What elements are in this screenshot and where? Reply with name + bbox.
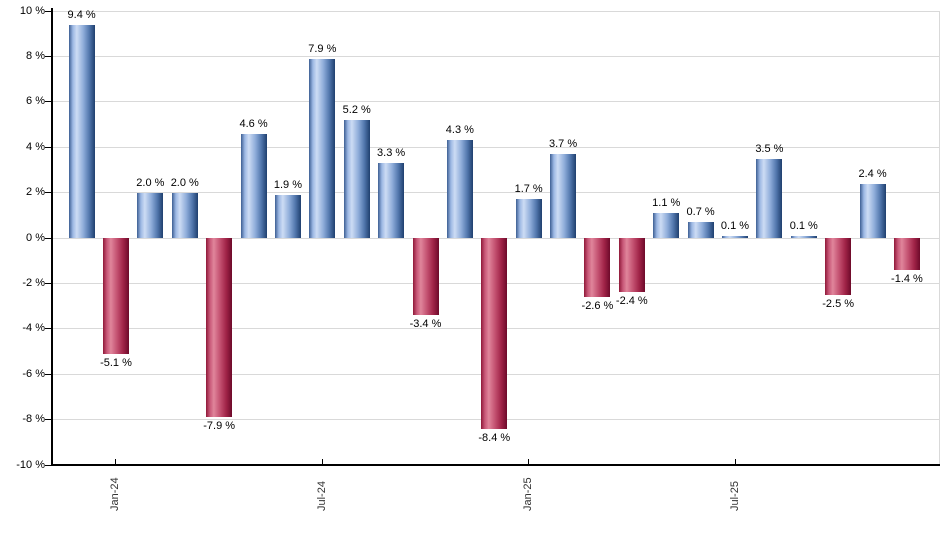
bar-value-label: 4.3 %: [445, 124, 474, 137]
y-axis-label: -6 %: [22, 367, 45, 380]
y-axis-tick: [45, 55, 52, 57]
bar-positive: [756, 158, 783, 238]
bar-value-label: -5.1 %: [100, 356, 132, 369]
bar-positive: [137, 192, 164, 238]
x-axis-tick: [115, 459, 117, 465]
bar-positive: [550, 154, 577, 238]
y-axis-label: -4 %: [22, 322, 45, 335]
bar-value-label: -1.4 %: [891, 272, 923, 285]
bar-value-label: 3.7 %: [548, 138, 578, 150]
gridline: [52, 101, 939, 103]
bar-value-label: 3.3 %: [377, 147, 406, 160]
y-axis-tick: [45, 146, 52, 148]
y-axis-tick: [45, 373, 52, 375]
bar-positive: [446, 140, 473, 238]
y-axis-tick: [45, 328, 52, 330]
bar-positive: [309, 58, 336, 238]
bar-value-label: -3.4 %: [409, 318, 442, 331]
bar-negative: [206, 238, 233, 418]
y-axis-label: 6 %: [26, 95, 45, 108]
y-axis-label: 0 %: [26, 231, 45, 244]
bar-negative: [618, 238, 645, 293]
bar-positive: [859, 183, 886, 238]
bar-value-label: 0.1 %: [789, 219, 818, 232]
bar-value-label: 4.6 %: [239, 117, 268, 130]
y-axis-label: -10 %: [16, 458, 45, 471]
x-axis-line: [51, 464, 940, 466]
y-axis-label: 4 %: [26, 140, 45, 153]
x-axis-tick: [734, 459, 736, 465]
bar-positive: [515, 199, 542, 238]
x-axis-label: Jul-24: [315, 481, 328, 511]
bar-value-label: -2.4 %: [615, 295, 648, 308]
bar-value-label: 3.5 %: [755, 142, 784, 155]
bar-positive: [171, 192, 198, 238]
bar-value-label: 2.0 %: [136, 176, 165, 189]
bar-value-label: 2.0 %: [170, 176, 199, 189]
bar-positive: [378, 163, 405, 238]
bar-value-label: 1.1 %: [652, 197, 681, 210]
bar-positive: [722, 235, 748, 238]
y-axis-label: 2 %: [26, 186, 45, 199]
bar-negative: [825, 238, 852, 295]
bar-positive: [68, 24, 95, 238]
y-axis-tick: [45, 101, 52, 103]
x-axis-label: Jan-24: [109, 477, 122, 511]
bar-value-label: -2.6 %: [581, 300, 614, 313]
bar-negative: [584, 238, 611, 298]
gridline: [52, 55, 939, 57]
y-axis-tick: [45, 419, 52, 421]
y-axis-tick: [45, 192, 52, 194]
y-axis-label: 8 %: [26, 49, 45, 62]
bar-value-label: 7.9 %: [308, 42, 337, 55]
bar-value-label: -7.9 %: [203, 420, 236, 433]
bar-positive: [343, 119, 370, 238]
y-axis-label: 10 %: [19, 4, 45, 17]
x-axis-label: Jan-25: [522, 477, 535, 511]
bar-value-label: -8.4 %: [478, 431, 511, 444]
bar-negative: [481, 238, 508, 429]
y-axis-line: [51, 8, 53, 466]
gridline: [52, 10, 939, 12]
bar-negative: [102, 238, 129, 354]
y-axis-label: -2 %: [22, 276, 45, 289]
bar-positive: [240, 133, 267, 238]
y-axis-label: -8 %: [22, 413, 45, 426]
bar-value-label: 0.7 %: [686, 206, 715, 219]
bar-value-label: 0.1 %: [720, 219, 750, 232]
gridline: [52, 146, 939, 148]
bar-negative: [893, 238, 920, 270]
x-axis-label: Jul-25: [728, 481, 741, 511]
y-axis-tick: [45, 464, 52, 466]
bar-positive: [790, 235, 817, 238]
bar-value-label: 1.9 %: [273, 178, 302, 191]
bar-positive: [653, 213, 680, 238]
y-axis-tick: [45, 237, 52, 239]
bar-negative: [412, 238, 439, 316]
x-axis-tick: [528, 459, 530, 465]
x-axis-tick: [321, 459, 323, 465]
bar-value-label: 5.2 %: [342, 103, 371, 116]
bar-value-label: 1.7 %: [514, 183, 543, 196]
gridline: [52, 192, 939, 194]
bar-value-label: 9.4 %: [67, 8, 96, 21]
bar-positive: [274, 194, 301, 238]
bar-value-label: 2.4 %: [858, 167, 887, 180]
bar-value-label: -2.5 %: [822, 297, 855, 310]
y-axis-tick: [45, 282, 52, 284]
bar-positive: [687, 222, 714, 238]
y-axis-tick: [45, 10, 52, 12]
